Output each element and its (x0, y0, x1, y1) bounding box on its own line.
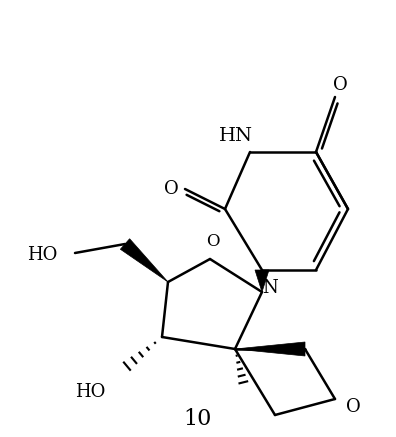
Text: O: O (346, 398, 360, 416)
Text: O: O (164, 180, 178, 198)
Polygon shape (235, 342, 305, 356)
Text: N: N (262, 279, 278, 297)
Text: HN: HN (219, 127, 253, 145)
Text: HO: HO (27, 246, 57, 264)
Text: O: O (206, 232, 220, 250)
Text: 10: 10 (184, 408, 212, 430)
Text: O: O (333, 76, 347, 94)
Polygon shape (255, 270, 269, 292)
Polygon shape (120, 239, 168, 282)
Text: HO: HO (75, 383, 105, 401)
